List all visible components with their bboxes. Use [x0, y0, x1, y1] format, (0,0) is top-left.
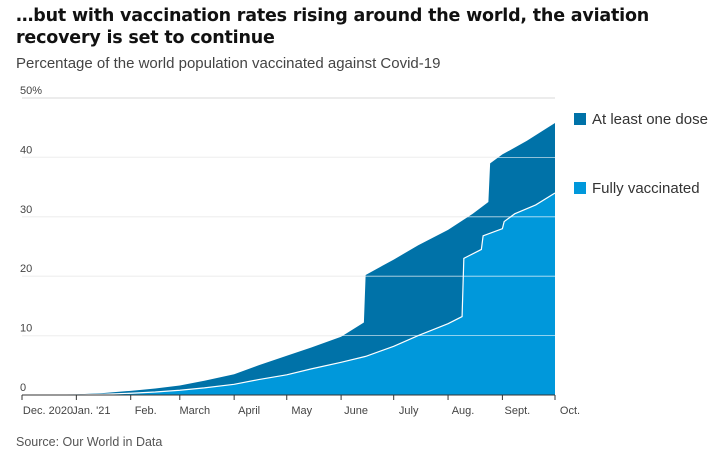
axes: [21, 394, 556, 400]
y-tick-label: 0: [20, 382, 26, 394]
y-tick-label: 40: [20, 144, 32, 156]
y-tick-label: 30: [20, 204, 32, 216]
y-tick-label: 50%: [20, 85, 42, 97]
area-series-at-least-one-dose: [22, 122, 555, 395]
x-tick-label: April: [238, 405, 260, 417]
x-tick-label: March: [180, 405, 211, 417]
x-tick-label: Feb.: [135, 405, 157, 417]
tick-labels: 50% 40 30 20 10 0 Dec. 2020 Jan. '21 Feb. March Ap…: [20, 85, 580, 417]
x-tick-label: May: [291, 405, 312, 417]
x-tick-label: July: [399, 405, 419, 417]
vaccination-area-chart: 50% 40 30 20 10 0 Dec. 2020 Jan. '21 Feb. March Ap…: [20, 85, 708, 417]
legend-swatch: [574, 113, 586, 125]
y-tick-label: 10: [20, 323, 32, 335]
x-tick-label: Sept.: [505, 405, 531, 417]
line-series-fully-vaccinated: [21, 192, 556, 396]
area-series-fully-vaccinated: [22, 193, 555, 395]
y-tick-label: 20: [20, 263, 32, 275]
chart-title: …but with vaccination rates rising aroun…: [16, 6, 650, 48]
legend-label: Fully vaccinated: [592, 180, 700, 197]
x-tick-label: Dec. 2020: [23, 405, 73, 417]
legend-label: At least one dose: [592, 111, 708, 128]
x-tick-label: Oct.: [560, 405, 580, 417]
x-tick-label: Jan. '21: [72, 405, 110, 417]
legend-swatch: [574, 182, 586, 194]
series-areas: [21, 122, 556, 396]
x-tick-label: June: [344, 405, 368, 417]
legend: At least one dose Fully vaccinated: [574, 111, 708, 197]
x-tick-label: Aug.: [452, 405, 475, 417]
source-note: Source: Our World in Data: [16, 435, 163, 449]
chart-subtitle: Percentage of the world population vacci…: [16, 55, 441, 72]
